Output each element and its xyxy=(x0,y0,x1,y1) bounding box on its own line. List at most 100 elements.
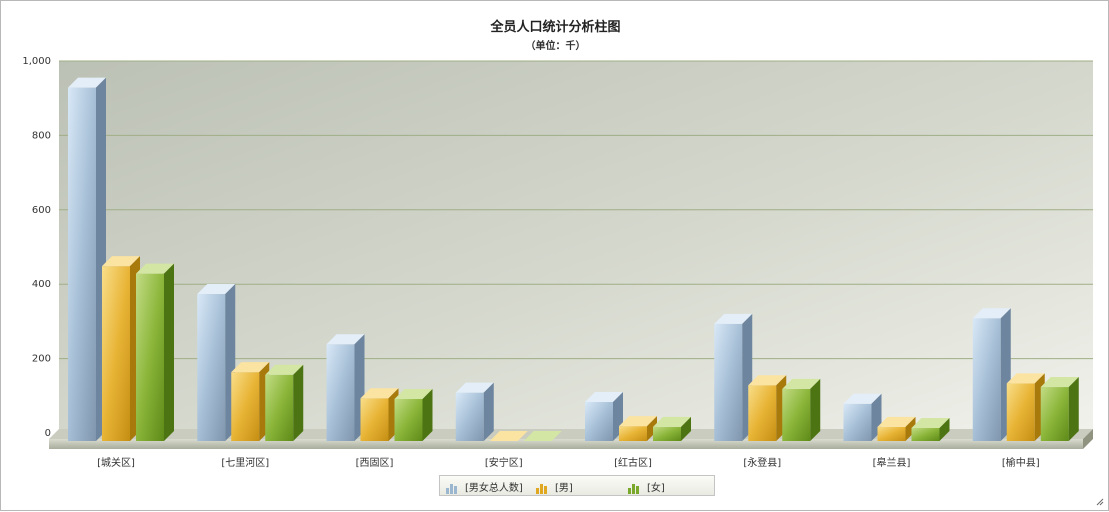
bar-top xyxy=(653,416,691,427)
bar-top xyxy=(394,388,433,399)
bar-front xyxy=(102,266,130,441)
bar-top xyxy=(102,256,140,267)
legend-item-total[interactable]: [男女总人数] xyxy=(446,479,523,494)
y-tick-label: 600 xyxy=(32,205,51,216)
bar-top xyxy=(619,416,657,427)
bar-side xyxy=(905,416,916,441)
bar xyxy=(455,382,494,441)
bar-top xyxy=(877,416,916,427)
bar-front xyxy=(197,294,226,441)
bar xyxy=(394,388,433,441)
bar-front xyxy=(265,374,294,441)
bar xyxy=(360,388,399,441)
x-tick-label: [安宁区] xyxy=(485,456,523,469)
x-tick-label: [七里河区] xyxy=(221,457,269,469)
bar-top xyxy=(326,334,365,345)
bar xyxy=(877,416,916,441)
bar xyxy=(972,308,1011,441)
bar-front xyxy=(136,273,164,441)
bars xyxy=(68,77,1079,441)
y-axis: 0 200 400 600 800 1,000 xyxy=(22,56,51,439)
legend-label: [男女总人数] xyxy=(465,483,523,494)
bar xyxy=(714,313,753,441)
legend: [男女总人数] [男] [女] xyxy=(439,475,715,496)
x-tick-label: [西固区] xyxy=(356,457,394,469)
bar-front xyxy=(877,426,906,441)
bar xyxy=(1040,377,1079,441)
bar xyxy=(523,431,562,441)
legend-label: [女] xyxy=(647,483,665,494)
bar-side xyxy=(1068,377,1079,441)
bar-top xyxy=(136,263,174,274)
bar-side xyxy=(293,364,304,441)
bar xyxy=(265,364,304,441)
y-tick-label: 800 xyxy=(32,130,51,141)
bar-front xyxy=(748,385,777,441)
legend-item-male[interactable]: [男] xyxy=(536,479,573,494)
bar-top xyxy=(265,364,304,375)
chart-floor xyxy=(49,429,1093,449)
bar-top xyxy=(231,362,270,373)
bar-front xyxy=(653,426,681,441)
bar-top xyxy=(360,388,399,399)
bar-front xyxy=(619,426,647,441)
y-tick-label: 400 xyxy=(32,279,51,290)
x-axis: [城关区] [七里河区] [西固区] [安宁区] [红古区] [永登县] [皋兰县] [榆中县… xyxy=(97,456,1040,469)
bar-top xyxy=(748,375,787,386)
bar xyxy=(585,391,623,441)
y-tick-label: 200 xyxy=(32,354,51,365)
x-tick-label: [榆中县] xyxy=(1002,456,1040,469)
bar-top xyxy=(782,378,821,389)
x-tick-label: [永登县] xyxy=(743,456,781,469)
resize-grip-icon[interactable] xyxy=(1096,498,1104,506)
bar-front xyxy=(843,403,872,441)
bar-chart-icon xyxy=(536,483,547,494)
bar xyxy=(748,375,787,441)
legend-item-female[interactable]: [女] xyxy=(628,479,665,494)
bar-top xyxy=(68,77,106,88)
bar-top xyxy=(455,382,494,393)
bar-side xyxy=(422,388,433,441)
y-tick-label: 1,000 xyxy=(22,56,51,67)
bar-top xyxy=(843,393,882,404)
y-tick-label: 0 xyxy=(45,428,51,439)
bar-side xyxy=(164,263,174,441)
bar-side xyxy=(810,378,821,441)
bar xyxy=(326,334,365,441)
bar-front xyxy=(972,318,1001,441)
bar-front xyxy=(360,398,389,441)
x-tick-label: [红古区] xyxy=(614,456,652,469)
bar-side xyxy=(483,382,494,441)
bar-front xyxy=(911,427,940,441)
bar xyxy=(489,431,528,441)
bar xyxy=(68,77,106,441)
bar-top xyxy=(585,391,623,402)
bar xyxy=(231,362,270,441)
bar xyxy=(843,393,882,441)
bar-top xyxy=(1006,373,1045,384)
bar xyxy=(653,416,691,441)
x-tick-label: [城关区] xyxy=(97,456,135,469)
bar-front xyxy=(326,344,355,441)
bar-top xyxy=(911,417,950,428)
bar-front xyxy=(1040,387,1069,441)
legend-label: [男] xyxy=(555,483,573,494)
bar-front xyxy=(1006,383,1035,441)
bar-front xyxy=(68,87,96,441)
bar-top xyxy=(523,431,562,441)
bar-chart-icon xyxy=(628,483,639,494)
bar-front xyxy=(394,398,423,441)
bar xyxy=(197,284,236,441)
chart-subtitle: （单位：千） xyxy=(525,41,586,52)
bar-top xyxy=(972,308,1011,319)
bar-front xyxy=(231,372,260,441)
bar xyxy=(911,417,950,441)
chart-title: 全员人口统计分析柱图 xyxy=(490,20,621,35)
bar-side xyxy=(939,417,950,441)
bar-side xyxy=(647,416,657,441)
bar xyxy=(136,263,174,441)
bar-front xyxy=(585,401,613,441)
bar-chart-icon xyxy=(446,483,457,494)
